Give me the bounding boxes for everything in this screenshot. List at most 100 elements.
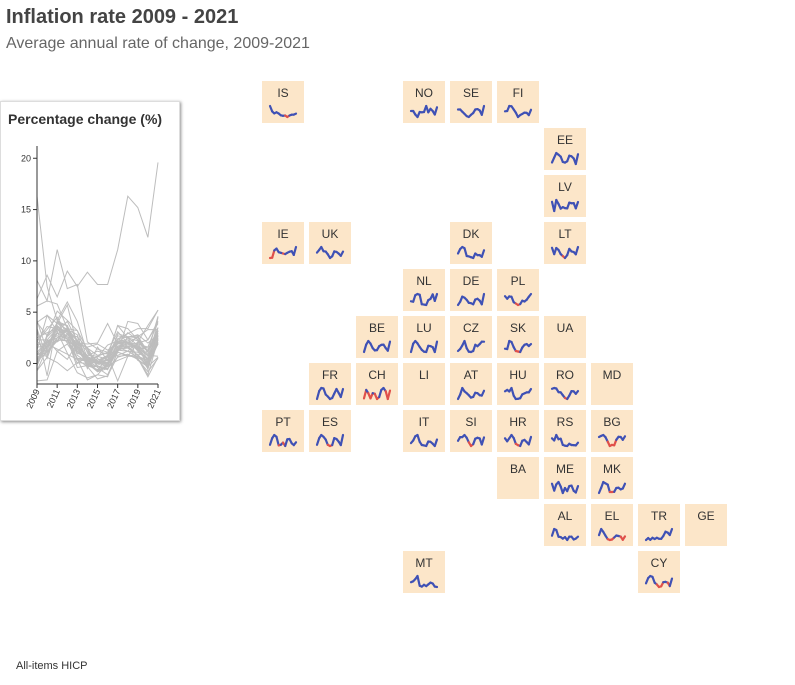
sparkline-segment [378, 388, 383, 399]
overview-series-line-35 [36, 327, 159, 380]
y-tick-label: 15 [21, 205, 31, 215]
tile-country-code: EE [557, 133, 573, 147]
country-tile-no[interactable]: NO [403, 81, 445, 123]
country-tile-sk[interactable]: SK [497, 316, 539, 358]
country-tile-si[interactable]: SI [450, 410, 492, 452]
sparkline-segment [362, 343, 368, 354]
sparkline-segment [386, 389, 392, 401]
country-tile-lu[interactable]: LU [403, 316, 445, 358]
overview-series-line-21 [36, 300, 159, 376]
country-tile-at[interactable]: AT [450, 363, 492, 405]
country-tile-li[interactable]: LI [403, 363, 445, 405]
sparkline-segment [292, 441, 298, 447]
overview-series-line-27 [36, 249, 159, 353]
country-tile-dk[interactable]: DK [450, 222, 492, 264]
country-tile-uk[interactable]: UK [309, 222, 351, 264]
tile-country-code: UA [557, 321, 574, 335]
country-tile-tr[interactable]: TR [638, 504, 680, 546]
tile-country-code: EL [605, 509, 620, 523]
country-tile-rs[interactable]: RS [544, 410, 586, 452]
tile-country-code: CY [651, 556, 668, 570]
country-tile-ee[interactable]: EE [544, 128, 586, 170]
country-tile-al[interactable]: AL [544, 504, 586, 546]
tile-country-code: AL [558, 509, 573, 523]
tile-country-code: LV [558, 180, 572, 194]
country-tile-es[interactable]: ES [309, 410, 351, 452]
sparkline-segment [331, 437, 336, 447]
tile-country-code: SK [510, 321, 526, 335]
country-tile-lv[interactable]: LV [544, 175, 586, 217]
country-tile-mt[interactable]: MT [403, 551, 445, 593]
country-tile-de[interactable]: DE [450, 269, 492, 311]
country-tile-ie[interactable]: IE [262, 222, 304, 264]
sparkline-segment [275, 435, 280, 447]
country-tile-nl[interactable]: NL [403, 269, 445, 311]
sparkline-segment [621, 535, 627, 541]
country-tile-se[interactable]: SE [450, 81, 492, 123]
sparkline-segment [621, 435, 627, 441]
sparkline-segment [527, 108, 533, 117]
tile-country-code: RO [556, 368, 574, 382]
sparkline-segment [574, 245, 580, 256]
country-tile-ge[interactable]: GE [685, 504, 727, 546]
tile-country-code: BE [369, 321, 385, 335]
overview-panel: 0 5 10 15 20 2009 2011 2013 2015 2017 2019 2021 Per… [0, 101, 180, 421]
country-tile-cy[interactable]: CY [638, 551, 680, 593]
sparkline-segment [574, 485, 580, 494]
country-tile-el[interactable]: EL [591, 504, 633, 546]
country-tile-fr[interactable]: FR [309, 363, 351, 405]
y-tick-label: 0 [26, 358, 31, 368]
country-tile-cz[interactable]: CZ [450, 316, 492, 358]
country-tile-fi[interactable]: FI [497, 81, 539, 123]
country-tile-md[interactable]: MD [591, 363, 633, 405]
country-tile-pt[interactable]: PT [262, 410, 304, 452]
country-tile-it[interactable]: IT [403, 410, 445, 452]
country-tile-bg[interactable]: BG [591, 410, 633, 452]
page-title: Inflation rate 2009 - 2021 [6, 6, 239, 28]
country-tile-hu[interactable]: HU [497, 363, 539, 405]
footnote: All-items HICP [16, 660, 88, 672]
overview-series-line-31 [36, 325, 159, 351]
tile-country-code: MD [603, 368, 622, 382]
sparkline-segment [412, 294, 417, 303]
country-tile-mk[interactable]: MK [591, 457, 633, 499]
page-subtitle: Average annual rate of change, 2009-2021 [6, 35, 310, 52]
tile-country-code: NO [415, 86, 433, 100]
country-tile-me[interactable]: ME [544, 457, 586, 499]
y-tick-label: 10 [21, 256, 31, 266]
sparkline-segment [416, 433, 421, 443]
overview-series-line-33 [36, 162, 159, 299]
tile-country-code: IT [419, 415, 430, 429]
country-tile-ro[interactable]: RO [544, 363, 586, 405]
sparkline-segment [480, 436, 486, 446]
country-tile-be[interactable]: BE [356, 316, 398, 358]
tile-country-code: TR [651, 509, 667, 523]
country-tile-ch[interactable]: CH [356, 363, 398, 405]
sparkline-segment [480, 389, 486, 397]
tile-country-code: IS [277, 86, 288, 100]
tile-country-code: CZ [463, 321, 479, 335]
country-tile-is[interactable]: IS [262, 81, 304, 123]
tile-country-code: IE [277, 227, 288, 241]
tile-background [403, 81, 445, 123]
overview-series-line-7 [36, 316, 159, 365]
sparkline-segment [668, 527, 674, 537]
sparkline-segment [433, 340, 439, 354]
tile-country-code: BA [510, 462, 526, 476]
sparkline-segment [621, 482, 627, 490]
country-tile-hr[interactable]: HR [497, 410, 539, 452]
tile-country-code: DE [463, 274, 480, 288]
tile-country-code: PT [275, 415, 291, 429]
sparkline-segment [550, 527, 556, 537]
country-tile-ba[interactable]: BA [497, 457, 539, 499]
country-tile-lt[interactable]: LT [544, 222, 586, 264]
sparkline-segment [418, 293, 423, 306]
tile-country-code: AT [464, 368, 479, 382]
sparkline-segment [339, 250, 345, 257]
tile-country-code: LI [419, 368, 429, 382]
tile-country-code: ME [556, 462, 574, 476]
overview-series-line-34 [36, 329, 159, 357]
country-tile-ua[interactable]: UA [544, 316, 586, 358]
country-tile-pl[interactable]: PL [497, 269, 539, 311]
tile-country-code: RS [557, 415, 574, 429]
